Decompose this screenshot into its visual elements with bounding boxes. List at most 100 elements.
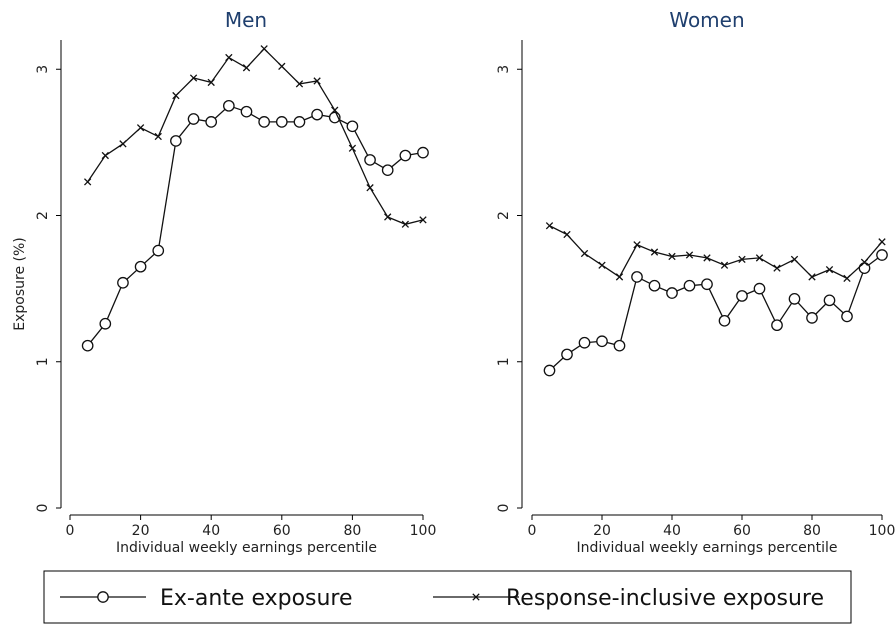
- data-point: [736, 290, 748, 302]
- data-point: [860, 258, 869, 266]
- data-point: [134, 260, 147, 273]
- legend-label: Response-inclusive exposure: [506, 586, 824, 611]
- data-point: [313, 77, 321, 85]
- data-point: [825, 265, 834, 274]
- panel-title: Men: [225, 8, 267, 32]
- data-point: [561, 348, 573, 361]
- x-tick-label: 80: [343, 523, 361, 539]
- data-point: [225, 53, 233, 62]
- data-point: [119, 140, 127, 148]
- data-point: [401, 220, 410, 228]
- data-point: [223, 99, 235, 112]
- data-point: [683, 279, 696, 292]
- data-point: [399, 149, 412, 162]
- ex-ante-series: [543, 249, 888, 377]
- x-tick-label: 40: [663, 523, 681, 539]
- data-point: [753, 282, 766, 295]
- data-point: [596, 335, 608, 348]
- y-tick-label: 3: [35, 65, 51, 74]
- y-tick-label: 0: [35, 504, 51, 513]
- data-point: [755, 254, 764, 262]
- data-point: [117, 276, 129, 289]
- data-point: [417, 146, 429, 159]
- data-point: [187, 113, 200, 125]
- data-point: [207, 78, 215, 87]
- y-tick-label: 1: [496, 357, 512, 366]
- data-point: [136, 124, 145, 132]
- data-point: [701, 278, 713, 291]
- series-line: [87, 105, 424, 347]
- data-point: [738, 255, 746, 264]
- legend: Ex-ante exposure Response-inclusive expos…: [43, 570, 852, 624]
- data-point: [295, 80, 304, 88]
- data-point: [598, 261, 606, 269]
- y-tick-label: 0: [496, 504, 512, 513]
- data-point: [275, 116, 288, 128]
- data-point: [240, 105, 253, 118]
- y-tick-label: 2: [35, 211, 51, 220]
- data-point: [858, 262, 871, 274]
- data-point: [346, 120, 359, 133]
- data-point: [170, 135, 182, 147]
- data-point: [808, 273, 816, 281]
- data-point: [580, 249, 589, 258]
- data-point: [189, 74, 198, 82]
- data-point: [806, 312, 818, 324]
- response-inclusive-series: [83, 45, 427, 228]
- panel-title: Women: [669, 8, 744, 32]
- data-point: [543, 364, 556, 377]
- data-point: [648, 279, 661, 292]
- data-point: [668, 252, 676, 261]
- data-point: [99, 317, 112, 330]
- data-point: [843, 274, 851, 283]
- data-point: [823, 294, 836, 307]
- ex-ante-series: [81, 99, 429, 352]
- data-point: [771, 319, 783, 332]
- data-point: [154, 132, 162, 141]
- data-point: [720, 261, 729, 269]
- data-point: [348, 144, 357, 152]
- x-tick-label: 60: [733, 523, 751, 539]
- data-point: [615, 273, 624, 281]
- x-tick-label: 40: [202, 523, 220, 539]
- y-axis-title: Exposure (%): [12, 237, 28, 331]
- data-point: [278, 62, 286, 70]
- data-point: [364, 154, 376, 166]
- data-point: [81, 339, 94, 352]
- x-tick-label: 20: [132, 523, 150, 539]
- response-inclusive-series: [545, 222, 886, 283]
- data-point: [685, 251, 694, 259]
- x-tick-label: 20: [593, 523, 611, 539]
- data-point: [419, 216, 427, 224]
- y-tick-label: 3: [496, 65, 512, 74]
- data-point: [578, 336, 591, 349]
- x-tick-label: 0: [66, 523, 75, 539]
- legend-label: Ex-ante exposure: [160, 586, 353, 611]
- data-point: [878, 238, 886, 246]
- data-point: [718, 314, 731, 327]
- series-line: [549, 225, 883, 280]
- data-point: [788, 293, 801, 305]
- data-point: [293, 116, 306, 128]
- data-point: [205, 116, 218, 128]
- data-point: [311, 108, 323, 121]
- y-tick-label: 2: [496, 211, 512, 220]
- data-point: [790, 255, 799, 264]
- data-point: [545, 222, 554, 230]
- data-point: [703, 254, 711, 262]
- data-point: [633, 241, 641, 249]
- data-point: [152, 244, 165, 257]
- legend-marker: [472, 593, 480, 601]
- data-point: [172, 91, 180, 100]
- data-point: [666, 287, 678, 299]
- data-point: [366, 184, 374, 192]
- data-point: [260, 45, 268, 53]
- data-point: [258, 116, 270, 128]
- legend-marker: [97, 591, 109, 603]
- data-point: [631, 271, 643, 283]
- x-axis-title: Individual weekly earnings percentile: [116, 540, 377, 556]
- data-point: [242, 64, 251, 72]
- x-axis-title: Individual weekly earnings percentile: [576, 540, 837, 556]
- data-point: [101, 151, 109, 160]
